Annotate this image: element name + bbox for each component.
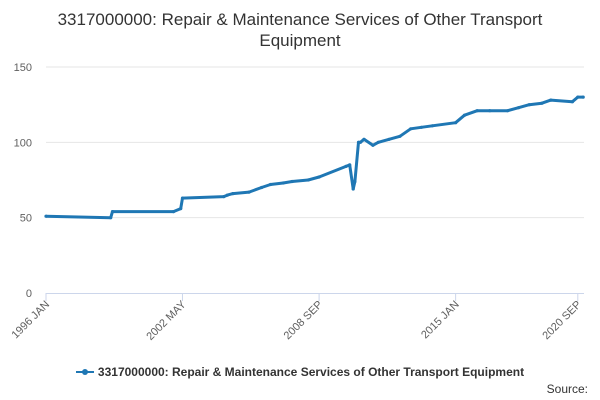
series-line: [45, 95, 584, 220]
data-point: [179, 207, 183, 211]
data-point: [419, 125, 423, 129]
data-point: [290, 179, 294, 184]
data-point: [317, 175, 321, 179]
data-point: [344, 164, 348, 168]
x-tick-label: 2008 SEP: [282, 299, 326, 343]
y-tick-labels: 0 50 100 150: [14, 62, 32, 300]
data-point: [506, 109, 510, 113]
data-point: [516, 106, 521, 110]
y-tick-label: 100: [14, 137, 32, 149]
data-point: [462, 113, 467, 117]
data-point: [549, 98, 553, 102]
data-point: [222, 195, 226, 199]
data-point: [231, 192, 235, 196]
data-point: [110, 210, 115, 214]
series-group: [44, 95, 585, 220]
axes: [45, 293, 584, 301]
data-point: [576, 95, 580, 99]
legend-swatch-icon: [75, 366, 94, 378]
data-point: [44, 214, 48, 218]
data-point: [376, 140, 380, 144]
data-point: [358, 140, 362, 144]
x-tick-label: 2020 SEP: [540, 299, 584, 343]
legend-label: 3317000000: Repair & Maintenance Service…: [97, 365, 525, 379]
data-point: [281, 181, 285, 185]
data-point: [351, 187, 355, 191]
data-point: [570, 100, 575, 104]
data-point: [371, 143, 375, 147]
grid-lines: [46, 66, 584, 219]
chart-title: 3317000000: Repair & Maintenance Service…: [57, 10, 543, 50]
data-point: [581, 95, 585, 99]
data-point: [306, 178, 310, 182]
data-point: [527, 103, 531, 107]
data-point: [409, 127, 413, 131]
data-point: [353, 179, 357, 184]
x-tick-labels: 1996 JAN 2002 MAY 2008 SEP 2015 JAN 2020 SEP: [9, 298, 583, 343]
data-point: [475, 109, 479, 113]
x-tick-label: 1996 JAN: [9, 299, 52, 342]
data-point: [430, 124, 434, 128]
x-tick-label: 2015 JAN: [419, 299, 462, 342]
data-point: [260, 185, 264, 190]
data-point: [171, 210, 176, 214]
data-point: [540, 101, 544, 105]
data-point: [180, 196, 185, 200]
y-tick-label: 50: [20, 213, 32, 225]
legend: 3317000000: Repair & Maintenance Service…: [0, 365, 600, 379]
data-point: [398, 134, 402, 138]
data-point: [488, 109, 492, 113]
x-tick-label: 2002 MAY: [144, 298, 189, 343]
data-point: [387, 137, 391, 141]
data-point: [109, 216, 113, 220]
data-point: [247, 190, 251, 194]
source-label: Source:: [546, 382, 588, 396]
data-point: [348, 163, 352, 167]
data-point: [362, 137, 366, 141]
data-point: [454, 121, 458, 125]
data-point: [225, 193, 229, 197]
y-tick-label: 0: [26, 288, 32, 300]
data-point: [268, 182, 273, 187]
y-tick-label: 150: [14, 62, 32, 74]
